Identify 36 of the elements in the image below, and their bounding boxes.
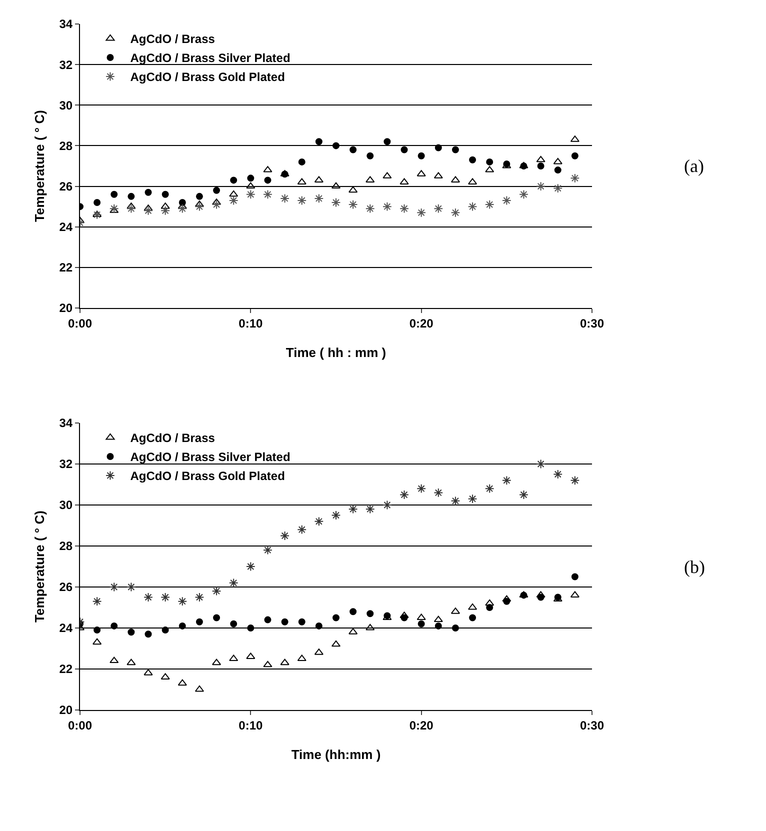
y-tick-label: 32 bbox=[59, 457, 73, 472]
legend-label: AgCdO / Brass bbox=[130, 431, 216, 446]
x-tick-label: 0:10 bbox=[238, 718, 263, 732]
x-axis-title: Time (hh:mm ) bbox=[291, 747, 381, 762]
y-tick-label: 22 bbox=[59, 662, 73, 676]
x-tick-label: 0:30 bbox=[580, 718, 604, 732]
x-tick-label: 0:30 bbox=[580, 316, 604, 330]
legend-label: AgCdO / Brass Gold Plated bbox=[130, 469, 285, 484]
y-tick-label: 30 bbox=[59, 98, 73, 112]
y-tick-label: 26 bbox=[59, 179, 73, 194]
x-tick-label: 0:10 bbox=[238, 316, 263, 330]
y-tick-label: 30 bbox=[59, 498, 73, 512]
legend-label: AgCdO / Brass bbox=[130, 32, 216, 46]
legend-label: AgCdO / Brass Gold Plated bbox=[130, 70, 285, 84]
y-tick-label: 34 bbox=[59, 416, 73, 430]
x-tick-label: 0:00 bbox=[68, 316, 92, 330]
y-tick-label: 34 bbox=[59, 17, 73, 32]
y-tick-label: 26 bbox=[59, 580, 73, 594]
y-tick-label: 28 bbox=[59, 539, 73, 554]
y-axis-title: Temperature ( ° C) bbox=[32, 510, 47, 622]
y-tick-label: 22 bbox=[59, 260, 73, 275]
x-tick-label: 0:20 bbox=[409, 316, 434, 330]
y-tick-label: 32 bbox=[59, 58, 73, 72]
y-axis-title: Temperature ( ° C) bbox=[32, 110, 47, 222]
y-tick-label: 28 bbox=[59, 138, 73, 153]
x-tick-label: 0:00 bbox=[68, 718, 92, 732]
x-tick-label: 0:20 bbox=[409, 718, 434, 732]
y-tick-label: 24 bbox=[59, 220, 73, 234]
y-tick-label: 24 bbox=[59, 621, 73, 636]
legend-label: AgCdO / Brass Silver Plated bbox=[130, 51, 290, 66]
text: (a) bbox=[684, 156, 704, 176]
x-axis-title: Time ( hh : mm ) bbox=[286, 345, 386, 360]
y-tick-label: 20 bbox=[59, 703, 73, 718]
legend-label: AgCdO / Brass Silver Plated bbox=[130, 450, 290, 464]
y-tick-label: 20 bbox=[59, 301, 73, 316]
text: (b) bbox=[684, 557, 705, 577]
